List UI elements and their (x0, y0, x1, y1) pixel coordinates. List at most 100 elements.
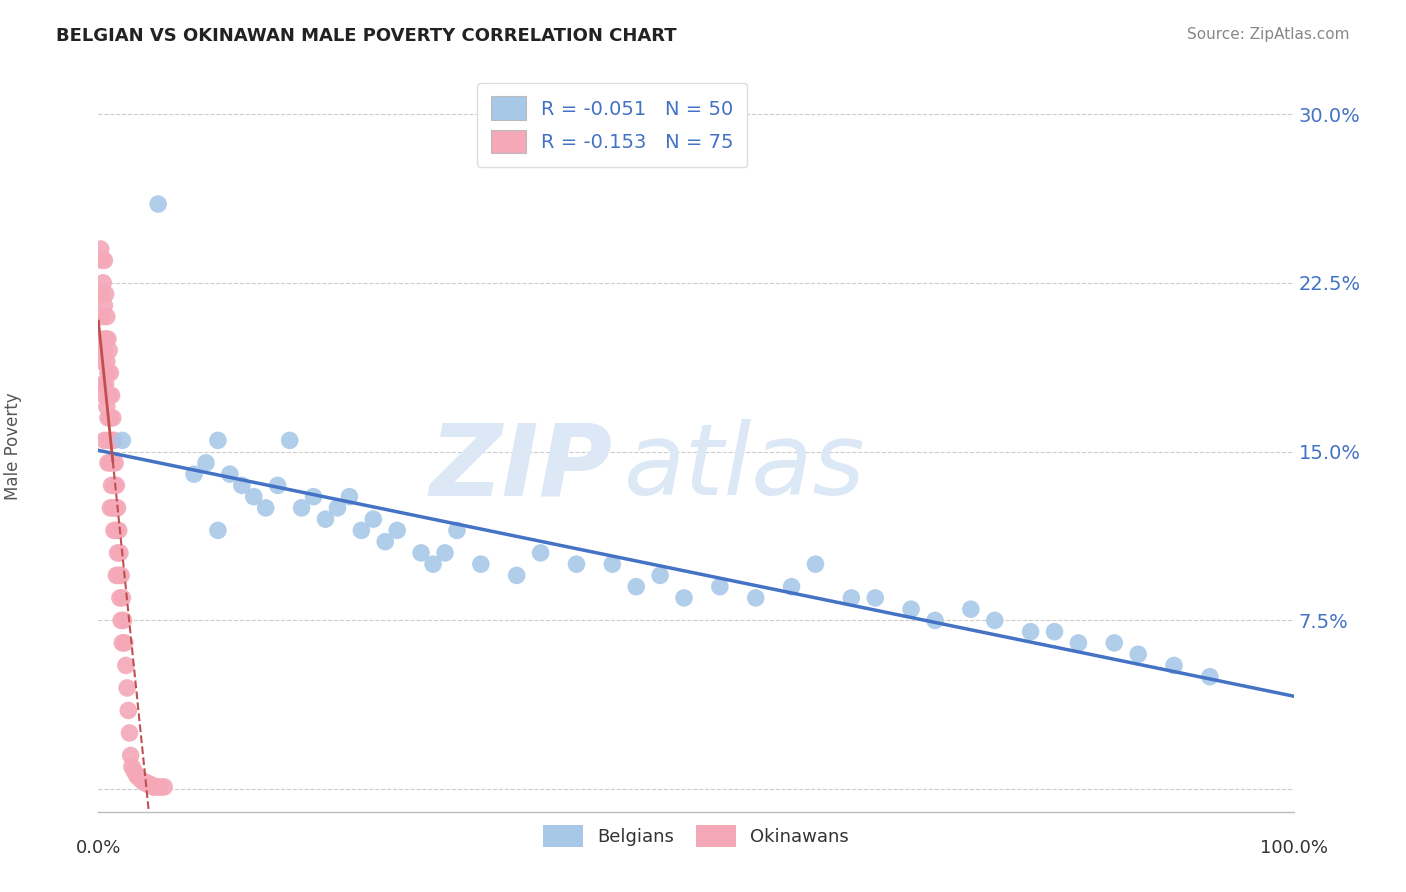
Point (108, 591, 131, 605)
Point (98, 343, 121, 358)
Point (243, 490, 266, 504)
Point (103, 434, 125, 448)
Text: 0.0%: 0.0% (76, 838, 121, 856)
Point (94, 287, 117, 301)
Point (90, 242, 112, 256)
Point (101, 456, 124, 470)
Point (100, 478, 122, 492)
Point (112, 614, 135, 628)
Point (110, 614, 132, 628)
Point (91, 276, 114, 290)
Point (97, 332, 120, 346)
Point (267, 478, 290, 492)
Point (565, 557, 588, 571)
Point (219, 467, 242, 482)
Point (315, 512, 337, 526)
Point (385, 524, 409, 538)
Point (101, 410, 124, 425)
Point (195, 456, 218, 470)
Point (91, 354, 114, 368)
Point (960, 602, 983, 616)
Point (1067, 636, 1090, 650)
Point (131, 773, 153, 788)
Point (278, 434, 301, 448)
Point (94, 377, 117, 392)
Point (121, 760, 143, 774)
Point (107, 546, 129, 560)
Point (93, 343, 115, 358)
Point (148, 197, 170, 211)
Text: BELGIAN VS OKINAWAN MALE POVERTY CORRELATION CHART: BELGIAN VS OKINAWAN MALE POVERTY CORRELA… (56, 27, 676, 45)
Point (149, 780, 172, 794)
Point (139, 778, 162, 792)
Point (135, 775, 157, 789)
Point (374, 534, 396, 549)
Point (91, 332, 114, 346)
Point (411, 546, 433, 560)
Point (98, 410, 122, 425)
Point (104, 500, 127, 515)
Point (984, 614, 1007, 628)
Point (94, 332, 117, 346)
Point (104, 456, 127, 470)
Point (93, 434, 115, 448)
Point (93, 388, 115, 402)
Point (111, 591, 134, 605)
Point (97, 366, 120, 380)
Text: ZIP: ZIP (429, 419, 613, 516)
Point (128, 771, 150, 785)
Point (111, 636, 134, 650)
Point (924, 614, 946, 628)
Point (1043, 624, 1066, 639)
Point (506, 568, 529, 582)
Point (780, 580, 803, 594)
Point (350, 524, 373, 538)
Point (90, 287, 112, 301)
Point (900, 602, 922, 616)
Point (1199, 670, 1222, 684)
Point (98, 388, 121, 402)
Point (115, 658, 138, 673)
Point (100, 434, 122, 448)
Point (363, 512, 385, 526)
Point (626, 580, 648, 594)
Point (1128, 647, 1150, 661)
Point (98, 434, 121, 448)
Point (142, 780, 165, 794)
Point (1104, 636, 1126, 650)
Point (125, 769, 148, 783)
Text: Source: ZipAtlas.com: Source: ZipAtlas.com (1187, 27, 1350, 42)
Point (804, 557, 827, 571)
Legend: Belgians, Okinawans: Belgians, Okinawans (536, 817, 856, 854)
Point (98, 456, 122, 470)
Point (96, 354, 118, 368)
Point (183, 467, 205, 482)
Point (91, 253, 114, 268)
Point (231, 478, 253, 492)
Point (115, 681, 138, 695)
Point (107, 524, 129, 538)
Point (254, 500, 277, 515)
Point (96, 400, 118, 414)
Point (96, 310, 118, 324)
Point (291, 500, 314, 515)
Point (530, 546, 553, 560)
Point (91, 310, 114, 324)
Point (105, 568, 128, 582)
Point (153, 780, 176, 794)
Point (101, 500, 124, 515)
Point (648, 568, 672, 582)
Point (98, 500, 122, 515)
Point (841, 591, 863, 605)
Point (302, 490, 325, 504)
Point (132, 775, 155, 789)
Point (98, 366, 122, 380)
Point (97, 456, 120, 470)
Point (105, 478, 128, 492)
Point (114, 636, 136, 650)
Point (91, 377, 114, 392)
Point (326, 500, 349, 515)
Point (470, 557, 492, 571)
Point (103, 478, 125, 492)
Point (422, 557, 444, 571)
